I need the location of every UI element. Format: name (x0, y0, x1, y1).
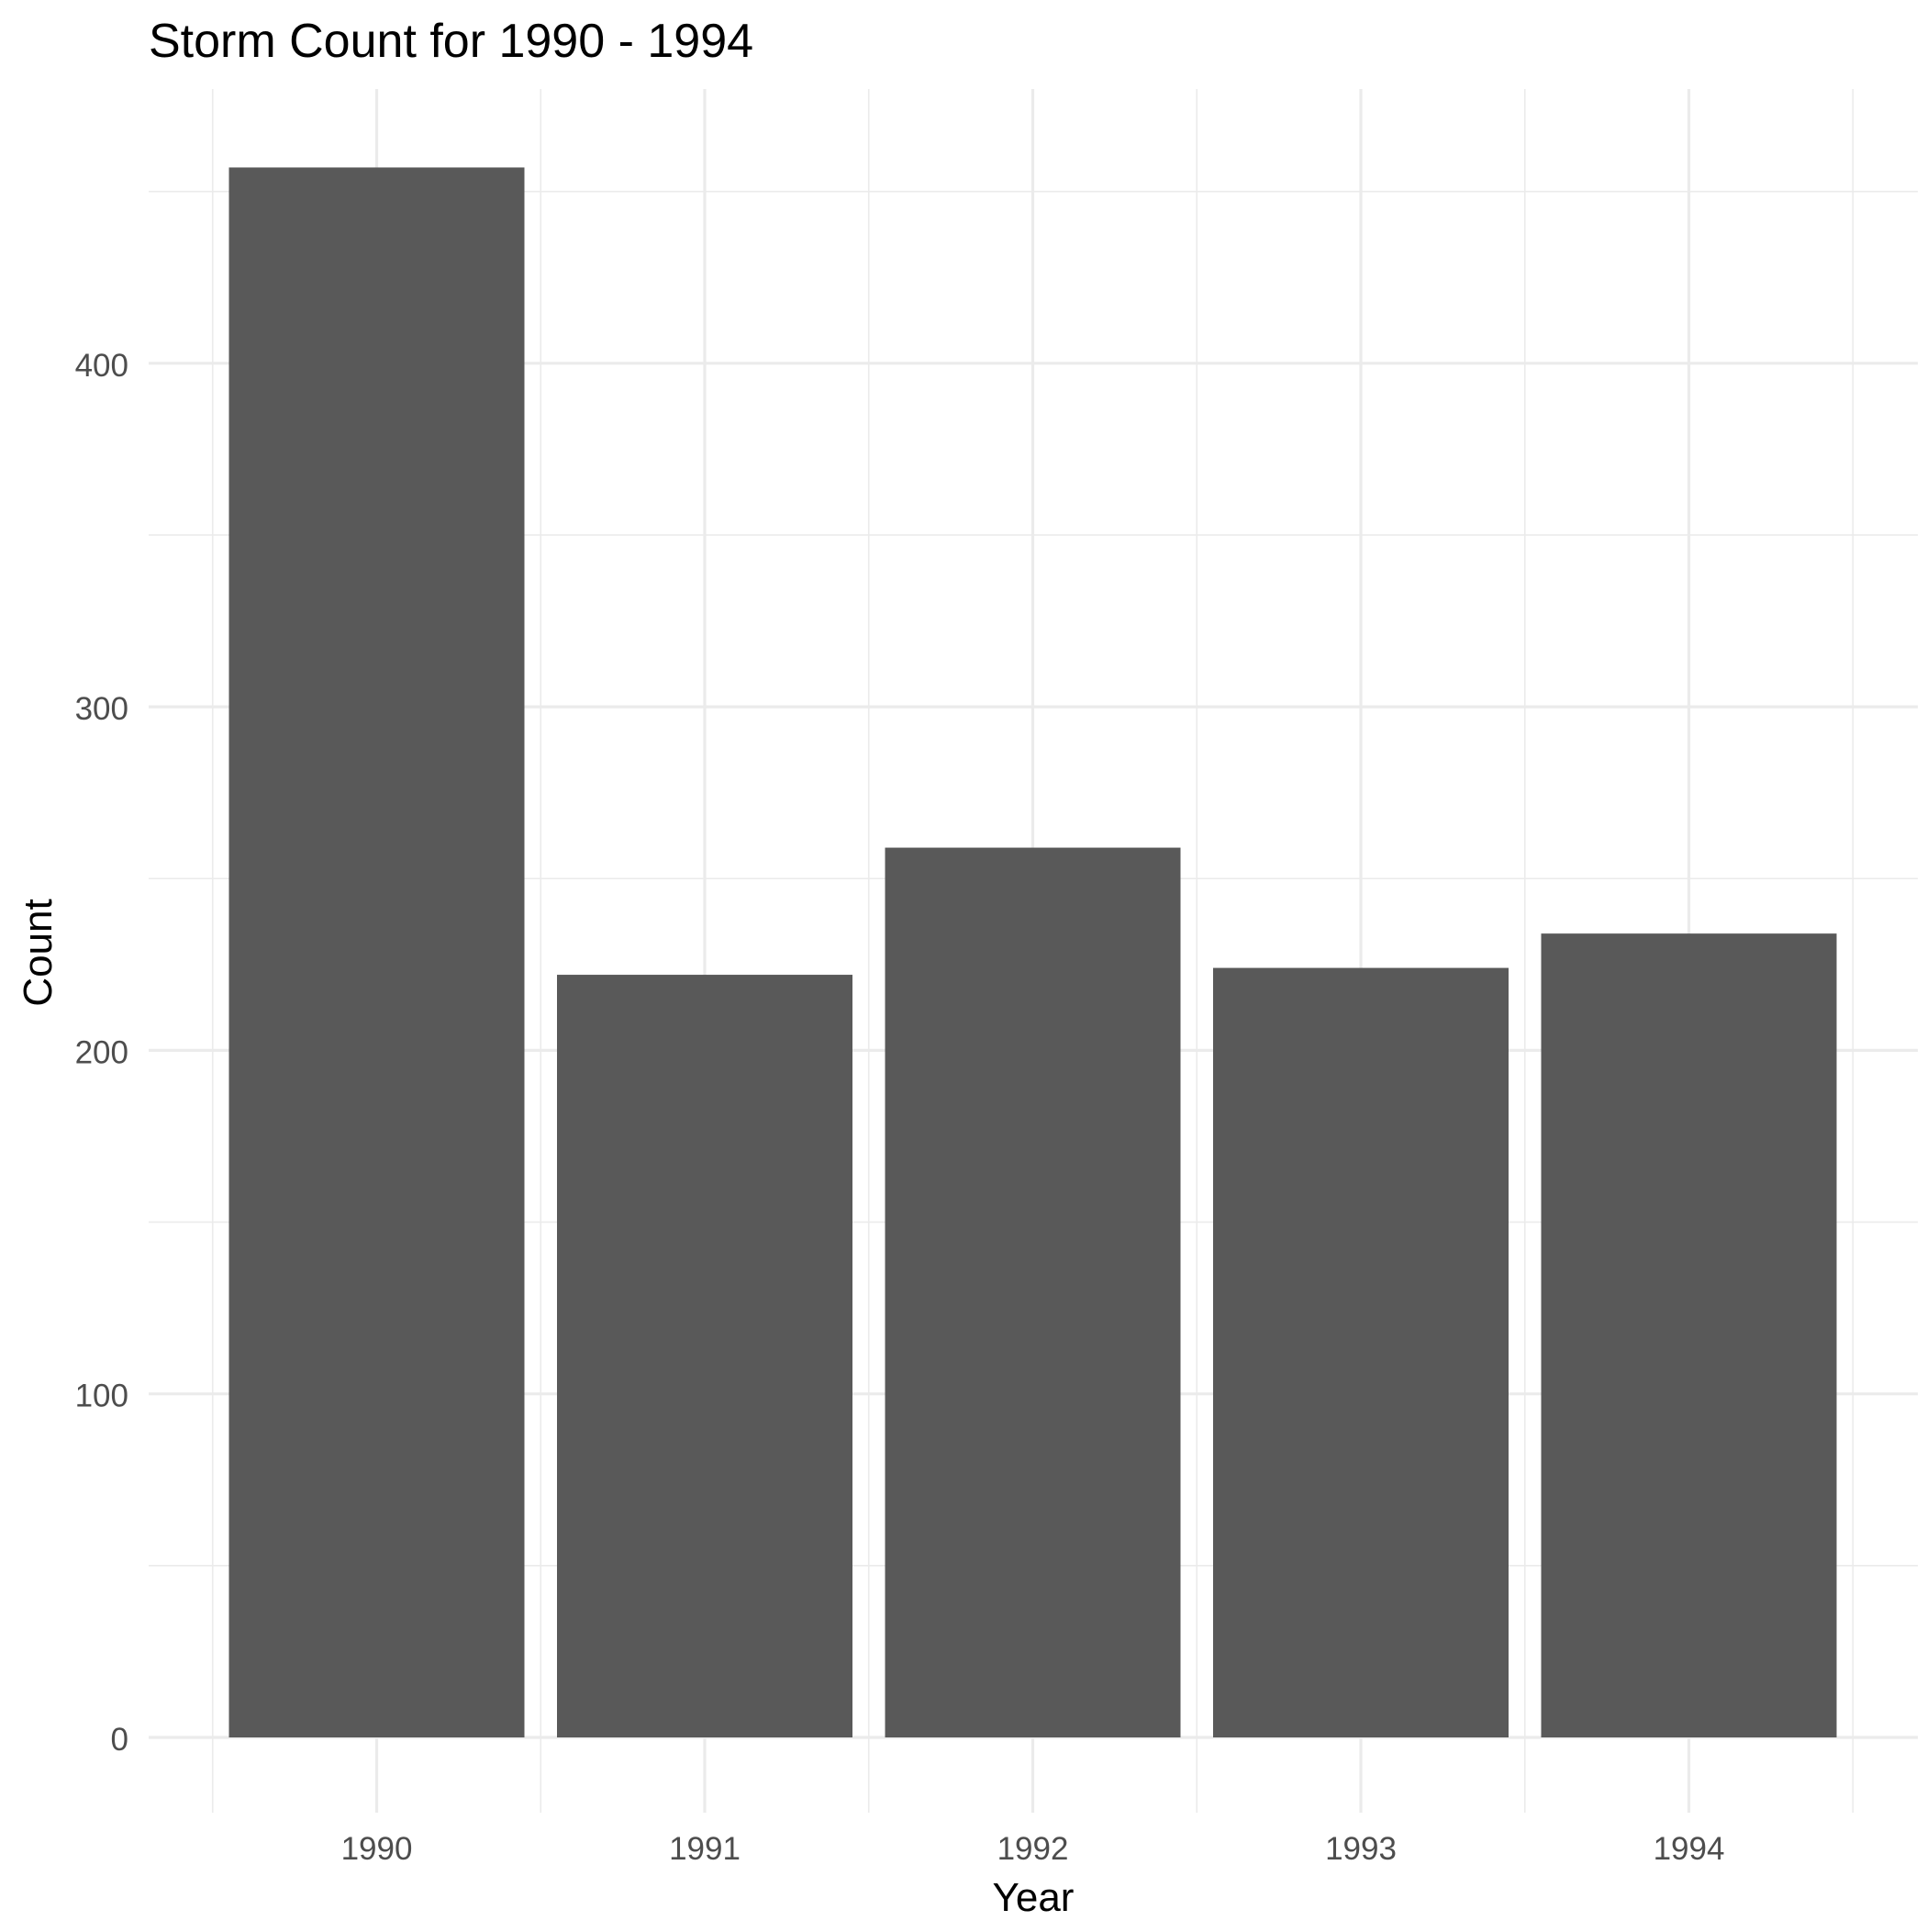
y-axis-title: Count (16, 899, 61, 1006)
x-tick-label: 1993 (1325, 1831, 1397, 1867)
bar-1992 (885, 847, 1181, 1737)
x-axis-title: Year (993, 1875, 1075, 1920)
bar-1994 (1541, 933, 1837, 1737)
x-tick-label: 1992 (997, 1831, 1069, 1867)
x-tick-label: 1990 (341, 1831, 413, 1867)
x-tick-label: 1991 (669, 1831, 741, 1867)
y-tick-label: 100 (75, 1379, 128, 1414)
chart-title: Storm Count for 1990 - 1994 (149, 15, 753, 68)
y-tick-label: 400 (75, 348, 128, 384)
y-tick-label: 300 (75, 691, 128, 727)
y-tick-label: 0 (111, 1722, 128, 1758)
bar-1990 (228, 167, 525, 1738)
x-tick-label: 1994 (1654, 1831, 1725, 1867)
bar-1993 (1213, 967, 1509, 1737)
tick-label-layer: 0 100 200 300 400 1990 1991 1992 1993 1994 (75, 348, 1725, 1867)
bar-1991 (557, 975, 852, 1737)
y-tick-label: 200 (75, 1034, 128, 1070)
bar-layer (228, 167, 1837, 1738)
